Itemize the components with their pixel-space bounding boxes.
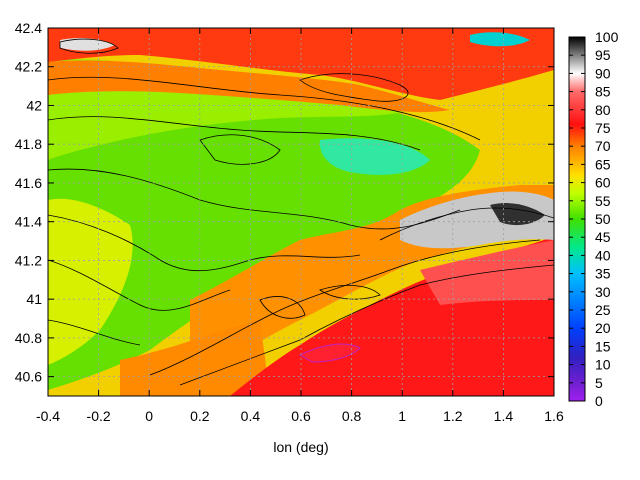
- colorbar-ticks: 0 5 10 15 20 25 30 35 40 45 50 55 60 65 70 75 80 85 90 95 10…: [569, 29, 619, 409]
- heatmap-region-cyan: [319, 138, 430, 175]
- colorbar-tick-label: 35: [595, 266, 611, 282]
- x-tick-label: -0.2: [87, 408, 111, 424]
- x-tick-label: -0.4: [36, 408, 60, 424]
- heatmap-region-mountain-north: [60, 37, 115, 51]
- contour-line: [149, 239, 541, 376]
- colorbar-tick-label: 15: [595, 338, 611, 354]
- contour-line: [299, 73, 409, 102]
- x-tick-label: 1.2: [443, 408, 463, 424]
- contour-line: [179, 264, 554, 386]
- colorbar-tick-label: 55: [595, 193, 611, 209]
- contour-line: [48, 259, 231, 311]
- y-tick-label: 40.6: [15, 369, 42, 385]
- contour-line: [48, 76, 481, 141]
- colorbar-tick-label: 40: [595, 247, 611, 263]
- colorbar-tick-label: 30: [595, 284, 611, 300]
- x-tick-label: 0.4: [241, 408, 261, 424]
- contour-lines: [48, 38, 554, 386]
- contour-line: [59, 38, 119, 54]
- heatmap-region-cyan-northeast: [470, 32, 530, 47]
- colorbar-tick-label: 100: [595, 29, 619, 45]
- colorbar-tick-label: 80: [595, 102, 611, 118]
- y-tick-label: 41: [26, 291, 42, 307]
- y-tick-label: 40.8: [15, 330, 42, 346]
- x-tick-label: 0.8: [342, 408, 362, 424]
- x-tick-label: 0.6: [291, 408, 311, 424]
- y-tick-label: 42: [26, 97, 42, 113]
- colorbar-tick-label: 70: [595, 138, 611, 154]
- y-tick-label: 41.2: [15, 252, 42, 268]
- contour-line: [319, 285, 381, 300]
- x-tick-label: 1.6: [544, 408, 564, 424]
- x-axis-title: lon (deg): [273, 439, 328, 455]
- contour-line: [259, 296, 306, 319]
- heatmap-region-magenta-sea: [298, 343, 361, 363]
- x-tick-label: 1.4: [494, 408, 514, 424]
- x-tick-label: 0.2: [190, 408, 210, 424]
- colorbar-tick-label: 5: [595, 375, 603, 391]
- x-tick-label: 1: [398, 408, 406, 424]
- colorbar-tick-label: 75: [595, 120, 611, 136]
- colorbar-tick-label: 85: [595, 84, 611, 100]
- colorbar-tick-label: 10: [595, 357, 611, 373]
- contour-line: [48, 116, 421, 151]
- y-tick-label: 41.8: [15, 136, 42, 152]
- y-tick-label: 42.4: [15, 20, 42, 36]
- colorbar-tick-label: 25: [595, 302, 611, 318]
- colorbar-tick-label: 95: [595, 47, 611, 63]
- x-tick-label: 0: [145, 408, 153, 424]
- grid: [48, 28, 554, 396]
- colorbar-tick-label: 65: [595, 156, 611, 172]
- colorbar-tick-label: 90: [595, 65, 611, 81]
- colorbar-tick-label: 0: [595, 393, 603, 409]
- heatmap-region-orange-south: [120, 320, 270, 396]
- colorbar-tick-label: 60: [595, 175, 611, 191]
- colorbar-tick-label: 50: [595, 211, 611, 227]
- colorbar-tick-label: 20: [595, 320, 611, 336]
- contour-line: [48, 168, 461, 230]
- y-axis: 40.6 40.8 41 41.2 41.4 41.6 41.8 42 42.2 42.4: [15, 20, 554, 385]
- y-tick-label: 42.2: [15, 59, 42, 75]
- contour-line: [48, 214, 361, 272]
- y-tick-label: 41.6: [15, 175, 42, 191]
- contour-line: [199, 134, 281, 165]
- contour-line: [48, 319, 141, 346]
- heatmap-region-north-inner: [48, 60, 450, 113]
- contour-line: [379, 207, 554, 241]
- y-tick-label: 41.4: [15, 214, 42, 230]
- colorbar-tick-label: 45: [595, 229, 611, 245]
- heatmap-region-yellow-west: [48, 198, 133, 365]
- x-axis: -0.4 -0.2 0 0.2 0.4 0.6 0.8 1 1.2 1.4 1.6: [36, 28, 564, 424]
